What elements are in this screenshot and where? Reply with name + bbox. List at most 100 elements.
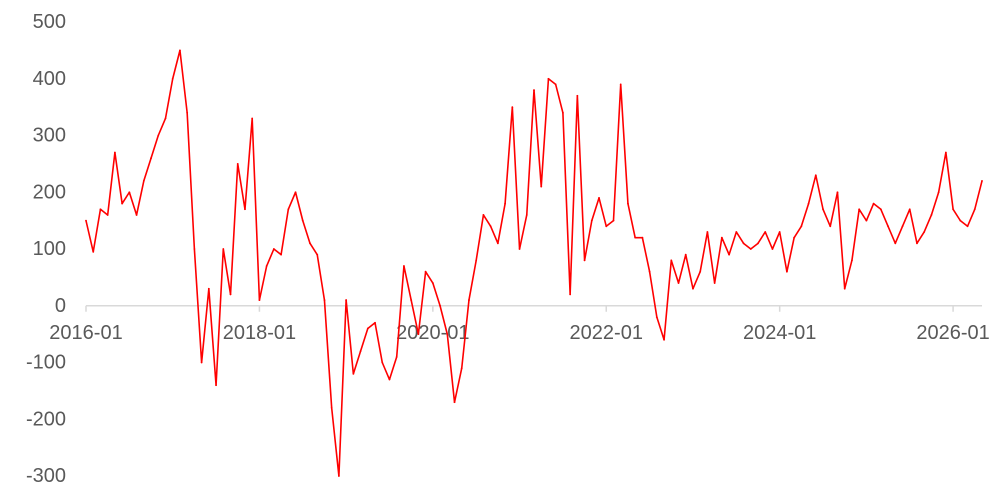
data-point xyxy=(179,49,181,52)
data-point xyxy=(114,151,116,154)
data-point xyxy=(598,197,600,199)
data-point xyxy=(323,299,326,301)
data-point xyxy=(547,77,550,80)
data-point xyxy=(482,214,485,216)
data-point xyxy=(316,253,319,256)
data-point xyxy=(742,242,745,245)
data-point xyxy=(728,253,730,256)
data-point xyxy=(417,333,420,336)
data-point xyxy=(937,191,940,194)
data-point xyxy=(901,225,904,228)
y-axis-tick-labels: 500 400 300 200 100 0 -100 -200 -300 xyxy=(26,11,66,486)
x-tick-label: 2026-01 xyxy=(916,322,989,344)
data-point xyxy=(699,270,702,273)
data-point xyxy=(576,94,579,97)
y-tick-label: -300 xyxy=(26,465,66,486)
data-point xyxy=(865,219,868,222)
data-point xyxy=(171,77,174,80)
data-point xyxy=(692,287,694,290)
y-tick-label: 0 xyxy=(55,295,66,317)
data-point xyxy=(150,157,152,160)
data-point xyxy=(366,327,369,330)
y-tick-label: 200 xyxy=(33,181,66,203)
data-point xyxy=(186,111,189,114)
data-point xyxy=(345,299,348,301)
data-point xyxy=(207,287,210,290)
data-point xyxy=(229,293,232,296)
data-point xyxy=(388,378,391,381)
data-point xyxy=(301,219,304,222)
data-point xyxy=(648,270,651,273)
data-point xyxy=(330,407,333,409)
data-point xyxy=(85,219,87,222)
data-point xyxy=(525,214,528,216)
data-point xyxy=(121,202,124,205)
y-tick-label: 500 xyxy=(33,11,66,33)
data-point xyxy=(309,242,311,245)
data-point xyxy=(612,219,615,222)
data-point xyxy=(894,242,897,245)
data-point xyxy=(562,111,564,114)
data-point xyxy=(619,83,622,86)
data-point xyxy=(92,250,95,253)
data-point xyxy=(981,180,983,182)
data-point xyxy=(468,299,470,301)
data-point xyxy=(511,106,514,109)
data-point xyxy=(374,321,376,324)
data-point xyxy=(200,361,203,364)
data-point xyxy=(518,248,521,250)
data-point xyxy=(540,185,543,188)
x-axis-tick-labels: 2016-01 2018-01 2020-01 2022-01 2024-01 2026-… xyxy=(49,305,990,344)
data-point xyxy=(684,253,687,256)
data-point xyxy=(771,248,774,250)
data-point xyxy=(265,265,268,267)
data-point xyxy=(764,231,767,233)
series-line xyxy=(85,49,983,477)
data-point xyxy=(128,191,131,194)
data-point xyxy=(749,248,752,250)
data-point xyxy=(251,117,254,120)
data-point xyxy=(496,242,499,245)
data-point xyxy=(381,361,384,364)
data-point xyxy=(554,83,557,86)
data-point xyxy=(952,208,954,211)
data-point xyxy=(489,225,492,228)
data-point xyxy=(287,208,290,211)
data-point xyxy=(720,236,723,239)
data-point xyxy=(583,259,586,262)
data-point xyxy=(735,231,738,233)
data-point xyxy=(222,248,225,250)
data-point xyxy=(569,293,572,296)
y-tick-label: -200 xyxy=(26,408,66,430)
x-tick-label: 2018-01 xyxy=(223,322,296,344)
data-point xyxy=(879,208,882,211)
data-point xyxy=(193,248,196,250)
data-point xyxy=(453,401,456,404)
data-point xyxy=(157,134,160,137)
data-point xyxy=(706,231,709,233)
data-point xyxy=(164,117,167,120)
data-point xyxy=(634,236,637,239)
data-point xyxy=(793,236,796,239)
x-tick-label: 2024-01 xyxy=(743,322,816,344)
data-point xyxy=(670,259,673,262)
data-point xyxy=(460,367,463,370)
data-point xyxy=(431,282,434,284)
data-point xyxy=(872,202,875,205)
data-point xyxy=(822,208,824,211)
data-point xyxy=(887,225,889,228)
y-tick-label: 400 xyxy=(33,68,66,90)
data-point xyxy=(533,89,535,91)
data-point xyxy=(605,225,608,228)
data-point xyxy=(410,299,413,301)
data-point xyxy=(677,282,680,284)
data-point xyxy=(352,372,355,375)
data-point xyxy=(215,384,217,387)
data-point xyxy=(106,214,109,216)
data-point xyxy=(280,253,282,256)
data-point xyxy=(843,287,846,290)
data-point xyxy=(294,191,297,194)
data-point xyxy=(475,259,478,262)
data-point xyxy=(786,270,788,273)
